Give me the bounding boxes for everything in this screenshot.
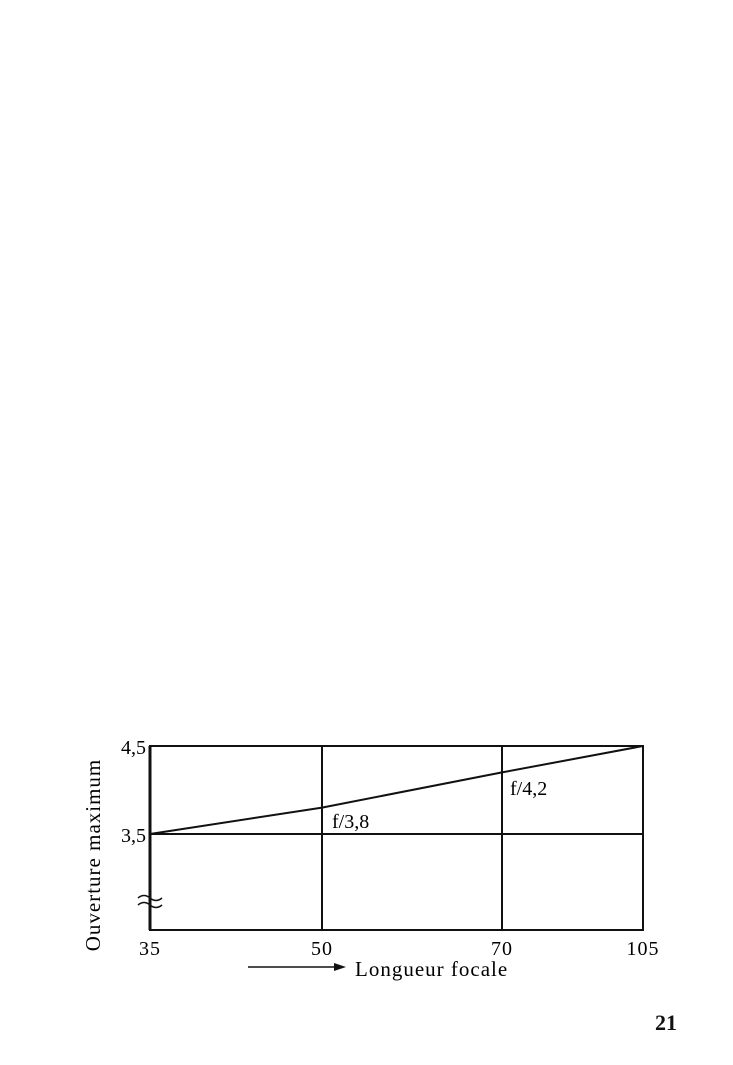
- axis-break-icon: [137, 894, 163, 909]
- annotation: f/4,2: [510, 778, 547, 800]
- plot-frame: [149, 745, 644, 931]
- x-tick-label: 70: [491, 938, 513, 960]
- y-axis-label: Ouverture maximum: [81, 759, 105, 952]
- arrow-icon: [334, 963, 346, 971]
- series-line: [149, 745, 644, 835]
- y-tick-label: 4,5: [121, 737, 146, 759]
- x-tick-label: 105: [627, 938, 660, 960]
- x-axis-label: Longueur focale: [355, 957, 508, 981]
- annotation: f/3,8: [332, 811, 369, 833]
- y-tick-label: 3,5: [121, 825, 146, 847]
- page-number: 21: [655, 1010, 677, 1035]
- x-tick-label: 35: [139, 938, 161, 960]
- x-tick-label: 50: [311, 938, 333, 960]
